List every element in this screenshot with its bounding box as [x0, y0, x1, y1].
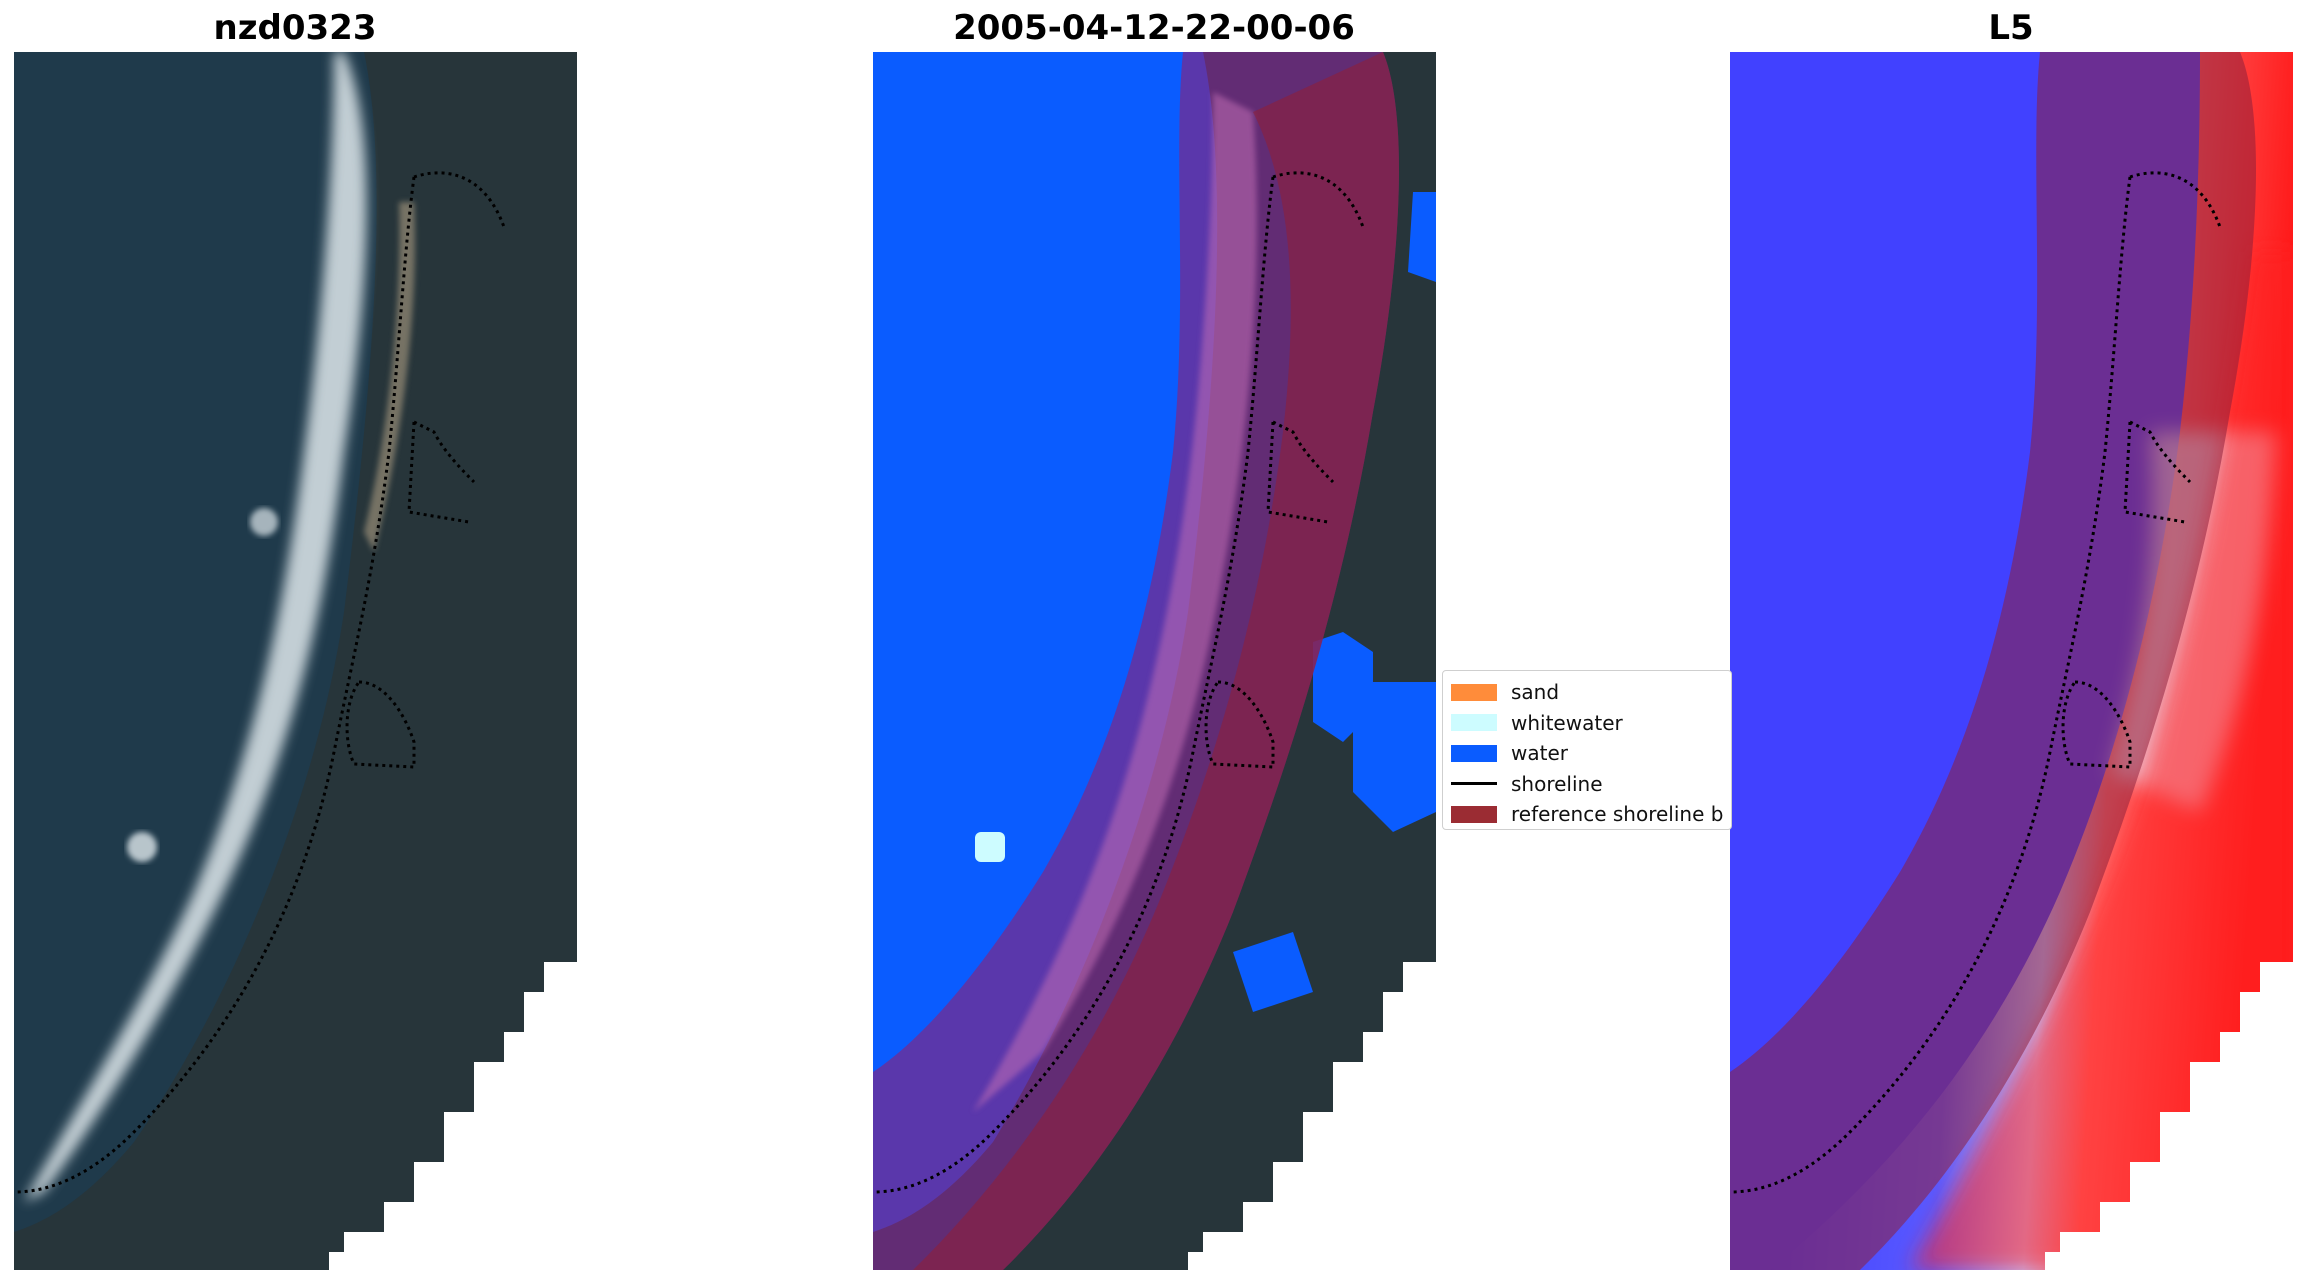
- nodata-area: [1188, 962, 1436, 1270]
- legend-label: shoreline: [1511, 771, 1603, 796]
- reference-buffer-swatch: [1451, 805, 1497, 823]
- ocean-area: [14, 52, 377, 1232]
- whitewater-class-patch: [975, 832, 1005, 862]
- legend: sand whitewater water shoreline referenc…: [1442, 670, 1732, 830]
- buffer-overlay: [873, 52, 1400, 1270]
- surf-zone: [24, 52, 367, 1202]
- buffer-overlay-inner: [973, 92, 1257, 1112]
- shoreline: [873, 171, 1365, 1194]
- index-image-panel: [1730, 52, 2293, 1270]
- legend-item-water: water: [1443, 738, 1731, 769]
- legend-label: whitewater: [1511, 710, 1623, 735]
- shoreline-inland-1: [1266, 420, 1335, 524]
- buffer-overlay-inland: [913, 52, 1400, 1270]
- legend-item-reference-buffer: reference shoreline b: [1443, 799, 1731, 829]
- legend-item-whitewater: whitewater: [1443, 708, 1731, 739]
- panel-title-index: L5: [1988, 8, 2034, 48]
- panel-title-rgb: nzd0323: [213, 8, 377, 48]
- legend-item-shoreline: shoreline: [1443, 769, 1731, 800]
- nodata-area: [329, 962, 577, 1270]
- water-class-patch: [1353, 682, 1436, 832]
- nodata-area: [2045, 962, 2293, 1270]
- whitewater-spot: [250, 508, 278, 536]
- water-class-area: [873, 52, 1218, 1232]
- water-class-patch: [1408, 192, 1436, 282]
- legend-label: sand: [1511, 680, 1560, 705]
- sand-swatch: [1451, 683, 1497, 701]
- shoreline: [1730, 171, 2222, 1194]
- shoreline-line-swatch: [1451, 782, 1497, 786]
- index-high-band: [1910, 252, 2293, 1270]
- classified-image-panel: [873, 52, 1436, 1270]
- legend-item-sand: sand: [1443, 677, 1731, 708]
- water-class-patch: [1233, 932, 1313, 1012]
- shoreline-inland-1: [2123, 420, 2192, 524]
- whitewater-spot: [127, 832, 157, 862]
- shoreline-inland-1: [407, 420, 476, 524]
- rgb-image-panel: [14, 52, 577, 1270]
- buffer-overlay: [1730, 52, 2257, 1270]
- water-swatch: [1451, 744, 1497, 762]
- legend-label: reference shoreline b: [1511, 802, 1724, 827]
- panel-title-classified: 2005-04-12-22-00-06: [953, 8, 1355, 48]
- legend-label: water: [1511, 741, 1568, 766]
- whitewater-swatch: [1451, 714, 1497, 732]
- shoreline: [14, 171, 506, 1194]
